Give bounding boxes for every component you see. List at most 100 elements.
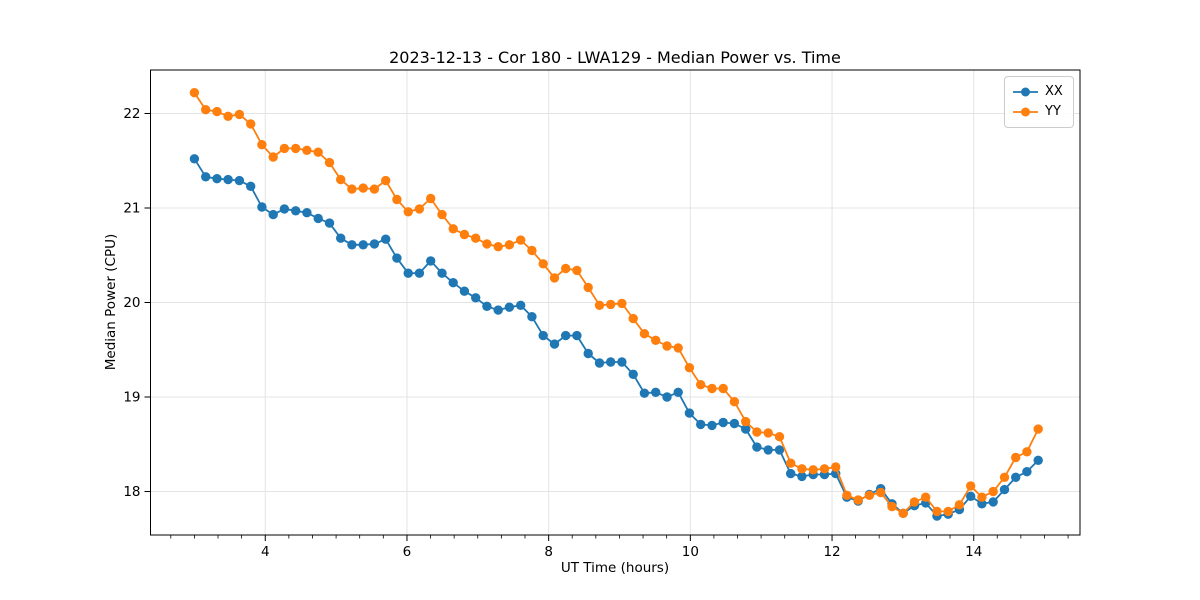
data-point-xx — [786, 468, 796, 479]
data-point-xx — [279, 204, 290, 214]
data-point-xx — [707, 420, 717, 431]
data-point-yy — [909, 497, 920, 507]
data-point-yy — [426, 193, 436, 204]
data-point-yy — [1033, 424, 1043, 434]
ticks: 4 6 8 10 12 14 18 19 20 21 22 — [123, 106, 982, 560]
legend-line-marker-xx-icon — [1013, 87, 1038, 97]
data-point-yy — [594, 300, 605, 310]
data-point-yy — [876, 487, 886, 498]
data-point-xx — [414, 268, 425, 278]
data-point-xx — [538, 330, 548, 341]
data-point-xx — [594, 358, 605, 368]
data-point-yy — [358, 183, 368, 193]
data-point-yy — [212, 106, 222, 117]
series-xx — [189, 154, 1043, 521]
data-point-xx — [639, 388, 650, 398]
data-point-yy — [786, 458, 796, 468]
data-point-yy — [898, 508, 908, 518]
data-point-yy — [696, 380, 706, 390]
data-point-xx — [358, 240, 368, 250]
data-point-yy — [729, 397, 740, 407]
data-point-xx — [696, 419, 706, 430]
data-point-yy — [684, 363, 695, 373]
data-point-yy — [583, 282, 593, 293]
data-point-yy — [189, 88, 200, 98]
data-point-xx — [324, 218, 335, 228]
legend-label-xx: XX — [1045, 84, 1063, 99]
data-point-xx — [223, 174, 233, 185]
data-point-yy — [279, 143, 290, 154]
data-point-yy — [561, 263, 571, 274]
data-point-xx — [729, 418, 740, 429]
x-minor-ticks — [170, 535, 1069, 539]
data-point-xx — [347, 240, 357, 250]
legend-label-yy: YY — [1045, 104, 1061, 119]
data-point-xx — [617, 357, 627, 367]
y-tick-label: 22 — [123, 106, 140, 122]
data-point-xx — [628, 369, 638, 379]
legend: XX YY — [1004, 76, 1074, 128]
data-point-yy — [966, 481, 976, 491]
data-point-xx — [234, 175, 245, 186]
x-axis-label: UT Time (hours) — [560, 560, 670, 576]
data-point-xx — [482, 301, 492, 311]
data-point-yy — [628, 313, 638, 324]
grid — [150, 70, 1080, 535]
data-point-yy — [797, 464, 807, 474]
data-point-yy — [392, 194, 402, 205]
data-point-yy — [336, 174, 346, 185]
data-point-xx — [752, 442, 762, 452]
data-point-yy — [651, 335, 661, 345]
data-point-xx — [369, 239, 380, 249]
data-point-yy — [819, 464, 830, 474]
data-point-xx — [459, 286, 470, 296]
series-line-xx — [193, 158, 1039, 517]
data-point-xx — [189, 154, 200, 164]
y-tick-label: 19 — [123, 390, 140, 406]
data-point-yy — [1022, 447, 1032, 457]
series-line-yy — [193, 92, 1040, 515]
data-point-xx — [527, 312, 537, 322]
data-point-xx — [763, 445, 773, 455]
legend-entry-yy: YY — [1013, 102, 1065, 122]
y-tick-label: 21 — [123, 200, 140, 216]
data-point-yy — [527, 245, 537, 256]
data-point-yy — [324, 157, 335, 168]
series-yy — [189, 88, 1043, 518]
data-point-yy — [606, 299, 616, 310]
data-point-yy — [808, 465, 818, 475]
data-point-yy — [201, 105, 211, 115]
x-tick-label: 6 — [403, 544, 412, 560]
data-point-xx — [437, 268, 447, 278]
data-point-yy — [842, 490, 852, 500]
data-point-xx — [302, 208, 312, 218]
data-point-xx — [988, 497, 998, 507]
x-tick-label: 10 — [682, 544, 699, 560]
data-point-yy — [718, 383, 728, 394]
data-point-xx — [336, 233, 346, 243]
data-point-xx — [718, 417, 728, 428]
data-point-xx — [268, 209, 278, 220]
data-point-yy — [291, 143, 301, 154]
data-point-yy — [459, 229, 470, 240]
data-point-yy — [268, 152, 278, 162]
data-point-xx — [549, 339, 560, 349]
data-point-xx — [774, 445, 785, 455]
data-point-yy — [831, 462, 841, 472]
data-point-yy — [302, 145, 312, 155]
data-point-yy — [504, 240, 515, 250]
data-point-yy — [482, 239, 492, 249]
legend-line-marker-yy-icon — [1013, 107, 1038, 117]
data-point-yy — [943, 506, 953, 517]
data-point-yy — [763, 428, 773, 438]
data-point-yy — [493, 242, 503, 252]
data-point-xx — [1022, 467, 1032, 477]
data-point-xx — [1033, 455, 1043, 465]
y-tick-label: 20 — [123, 295, 140, 311]
data-point-yy — [471, 233, 481, 243]
data-point-xx — [392, 253, 402, 263]
data-point-yy — [347, 184, 357, 194]
data-point-yy — [999, 472, 1010, 482]
